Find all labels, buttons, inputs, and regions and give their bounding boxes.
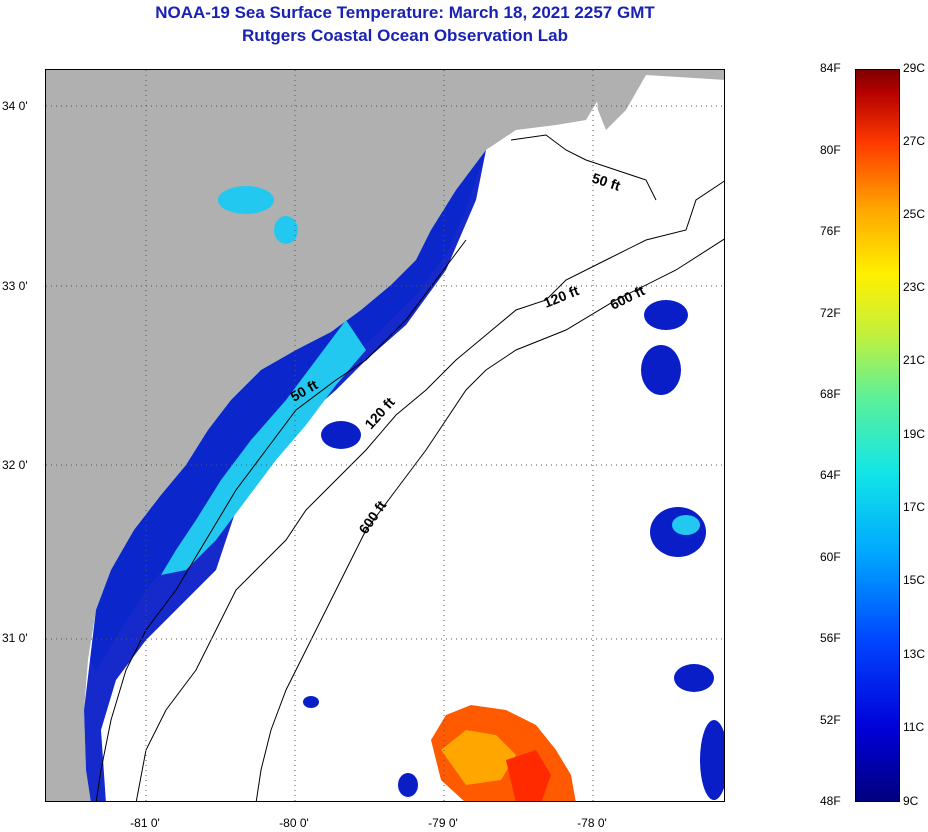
sst-patch-cold bbox=[641, 345, 681, 395]
colorbar-f-label: 80F bbox=[820, 143, 841, 157]
contour-label: 120 ft bbox=[361, 394, 398, 432]
sst-patch-cold bbox=[644, 300, 688, 330]
sst-patch-cool bbox=[672, 515, 700, 535]
colorbar-f-label: 48F bbox=[820, 794, 841, 808]
lat-label: 31 0' bbox=[2, 631, 28, 645]
colorbar-f-label: 52F bbox=[820, 713, 841, 727]
colorbar-f-label: 56F bbox=[820, 631, 841, 645]
lat-label: 33 0' bbox=[2, 279, 28, 293]
gridlines bbox=[46, 70, 724, 801]
sst-band-cool bbox=[161, 320, 366, 575]
sst-patch-cold bbox=[321, 421, 361, 449]
lon-label: -81 0' bbox=[130, 816, 160, 830]
contour-600ft bbox=[255, 238, 724, 801]
sst-band-cold bbox=[84, 150, 486, 801]
colorbar-c-label: 11C bbox=[903, 720, 925, 734]
colorbar-c-label: 21C bbox=[903, 353, 926, 367]
contour-120ft bbox=[135, 180, 724, 801]
colorbar-c-label: 9C bbox=[903, 794, 919, 808]
colorbar-f-label: 84F bbox=[820, 61, 841, 75]
sst-patch-cool bbox=[218, 186, 274, 214]
chart-title: NOAA-19 Sea Surface Temperature: March 1… bbox=[155, 3, 655, 22]
colorbar-f-label: 76F bbox=[820, 224, 841, 238]
sst-warm-eddy-core bbox=[441, 730, 516, 785]
lon-label: -78 0' bbox=[577, 816, 607, 830]
land-mass bbox=[594, 70, 724, 130]
colorbar-c-label: 23C bbox=[903, 280, 926, 294]
colorbar-f-label: 64F bbox=[820, 468, 841, 482]
chart-subtitle: Rutgers Coastal Ocean Observation Lab bbox=[242, 26, 568, 45]
colorbar-f-label: 72F bbox=[820, 306, 841, 320]
sst-patch-cold bbox=[700, 720, 724, 800]
sst-patch-cold bbox=[398, 773, 418, 797]
contour-50ft bbox=[95, 134, 657, 801]
colorbar-c-label: 27C bbox=[903, 134, 926, 148]
sst-patch-cold bbox=[303, 696, 319, 708]
sst-patch-cold bbox=[674, 664, 714, 692]
sst-map[interactable]: 50 ft 120 ft 600 ft 50 ft 120 ft 600 ft bbox=[45, 69, 725, 802]
lat-label: 32 0' bbox=[2, 458, 28, 472]
colorbar-f-label: 60F bbox=[820, 550, 841, 564]
land-mass bbox=[46, 70, 598, 801]
colorbar-c-label: 17C bbox=[903, 500, 926, 514]
colorbar-c-label: 25C bbox=[903, 207, 926, 221]
map-canvas: 50 ft 120 ft 600 ft 50 ft 120 ft 600 ft bbox=[46, 70, 724, 801]
lon-label: -79 0' bbox=[428, 816, 458, 830]
contour-label: 50 ft bbox=[590, 170, 623, 194]
contour-label: 600 ft bbox=[355, 497, 389, 536]
colorbar-f-label: 68F bbox=[820, 387, 841, 401]
lat-label: 34 0' bbox=[2, 99, 28, 113]
colorbar-c-label: 13C bbox=[903, 647, 926, 661]
contour-label: 600 ft bbox=[607, 282, 647, 313]
colorbar-c-label: 29C bbox=[903, 61, 926, 75]
colorbar bbox=[855, 69, 900, 802]
lon-label: -80 0' bbox=[279, 816, 309, 830]
colorbar-c-label: 15C bbox=[903, 573, 926, 587]
colorbar-c-label: 19C bbox=[903, 427, 926, 441]
sst-patch-cool bbox=[274, 216, 298, 244]
sst-warm-eddy-edge bbox=[506, 750, 551, 801]
